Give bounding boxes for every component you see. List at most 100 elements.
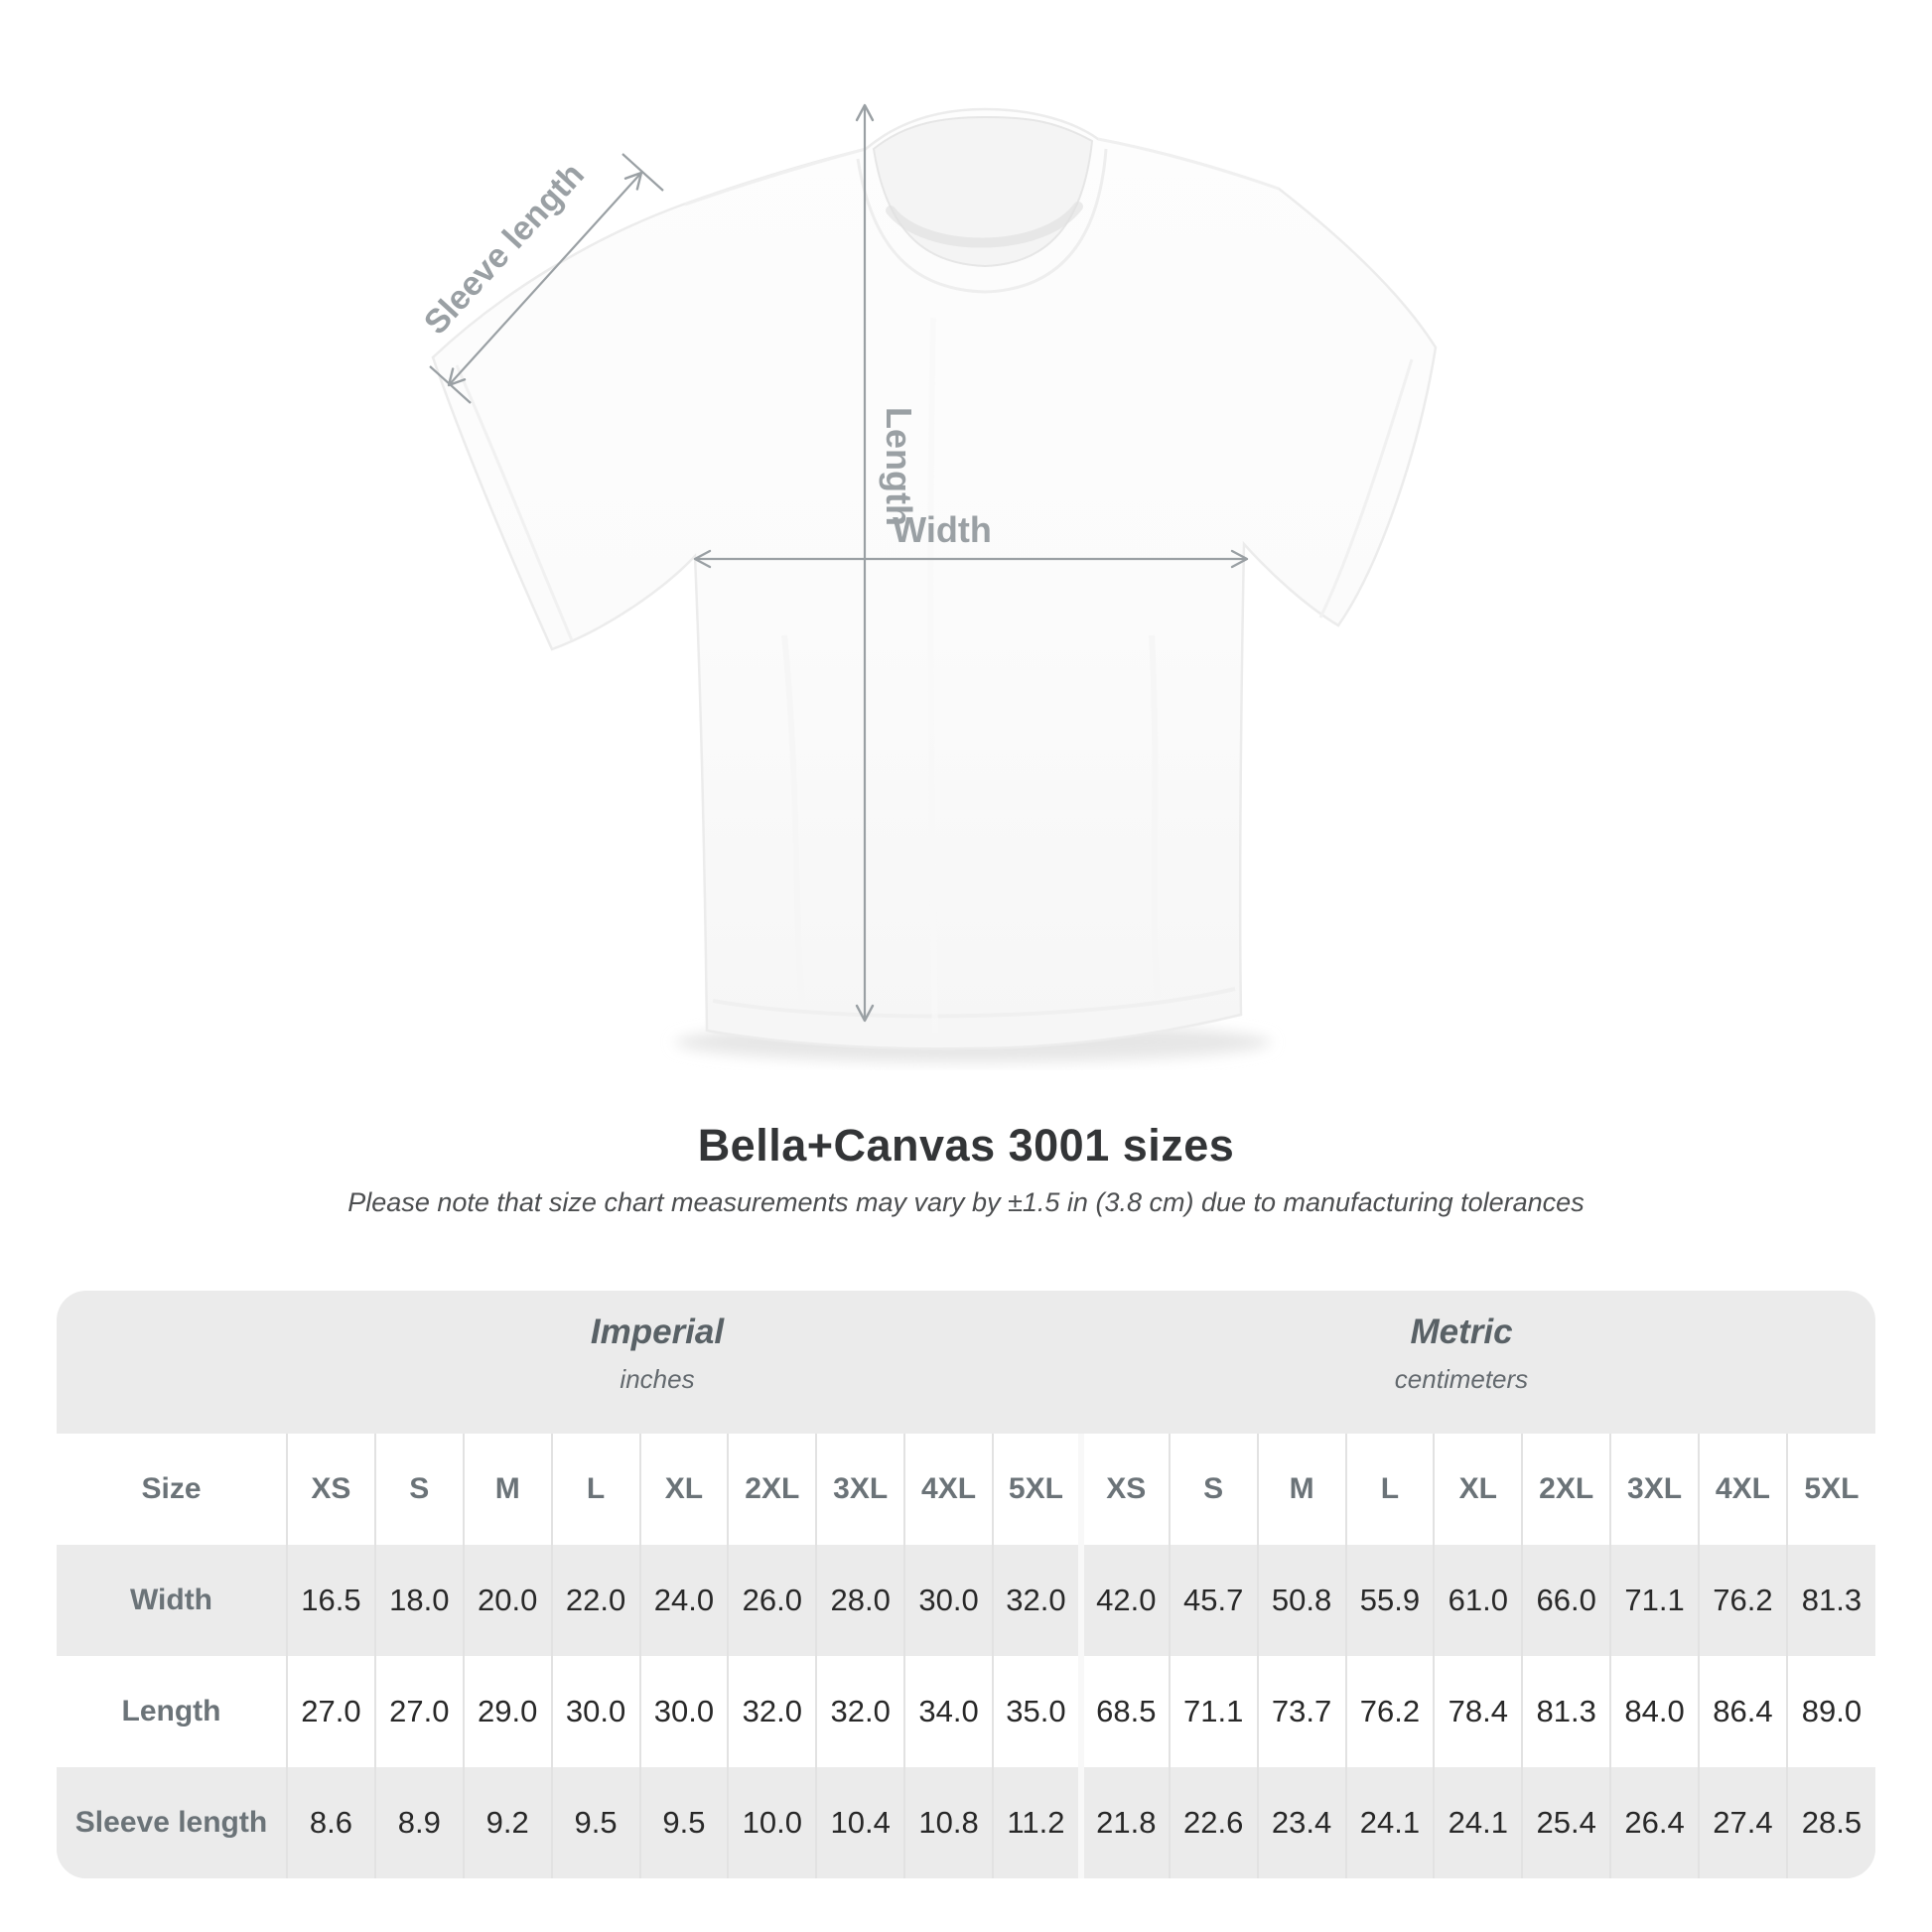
width-metric-xs: 42.0 — [1077, 1545, 1170, 1656]
metric-size-xl: XL — [1433, 1434, 1523, 1545]
width-imperial-xs: 16.5 — [286, 1545, 375, 1656]
length-metric-2xl: 81.3 — [1521, 1656, 1611, 1767]
imperial-size-xl: XL — [638, 1434, 729, 1545]
imperial-label: Imperial — [590, 1312, 725, 1351]
width-imperial-3xl: 28.0 — [815, 1545, 905, 1656]
size-table: Size XS S M L XL 2XL 3XL 4XL 5XL XS S M … — [57, 1434, 1875, 1878]
width-imperial-5xl: 32.0 — [992, 1545, 1081, 1656]
sleeve-imperial-m: 9.2 — [462, 1767, 552, 1878]
imperial-size-4xl: 4XL — [903, 1434, 993, 1545]
width-metric-5xl: 81.3 — [1785, 1545, 1875, 1656]
metric-unit: centimeters — [1394, 1364, 1529, 1394]
sleeve-metric-2xl: 25.4 — [1521, 1767, 1611, 1878]
width-metric-s: 45.7 — [1168, 1545, 1258, 1656]
imperial-size-xs: XS — [286, 1434, 375, 1545]
sleeve-length-arrow — [447, 171, 643, 387]
sleeve-metric-l: 24.1 — [1344, 1767, 1435, 1878]
metric-size-l: L — [1344, 1434, 1435, 1545]
size-column-header: Size — [141, 1472, 202, 1505]
sleeve-metric-3xl: 26.4 — [1609, 1767, 1699, 1878]
width-metric-3xl: 71.1 — [1609, 1545, 1699, 1656]
sleeve-imperial-3xl: 10.4 — [815, 1767, 905, 1878]
metric-size-4xl: 4XL — [1698, 1434, 1787, 1545]
width-imperial-2xl: 26.0 — [727, 1545, 817, 1656]
sleeve-imperial-xs: 8.6 — [286, 1767, 375, 1878]
tshirt-illustration — [431, 107, 1438, 1050]
size-table-card: Imperial inches Metric centimeters Size … — [57, 1291, 1875, 1878]
metric-size-3xl: 3XL — [1609, 1434, 1699, 1545]
sleeve-length-end-tick — [621, 153, 664, 192]
length-metric-3xl: 84.0 — [1609, 1656, 1699, 1767]
width-metric-2xl: 66.0 — [1521, 1545, 1611, 1656]
width-imperial-s: 18.0 — [373, 1545, 464, 1656]
metric-size-xs: XS — [1077, 1434, 1170, 1545]
width-row-label: Width — [129, 1584, 213, 1616]
length-imperial-m: 29.0 — [462, 1656, 552, 1767]
heading-block: Bella+Canvas 3001 sizes Please note that… — [0, 1120, 1932, 1218]
length-label: Length — [879, 407, 919, 526]
length-metric-l: 76.2 — [1344, 1656, 1435, 1767]
sleeve-row-label: Sleeve length — [74, 1806, 268, 1839]
sleeve-length-row: Sleeve length 8.6 8.9 9.2 9.5 9.5 10.0 1… — [57, 1767, 1875, 1878]
length-imperial-s: 27.0 — [373, 1656, 464, 1767]
metric-size-s: S — [1168, 1434, 1258, 1545]
imperial-size-m: M — [462, 1434, 552, 1545]
width-imperial-4xl: 30.0 — [903, 1545, 993, 1656]
sleeve-imperial-2xl: 10.0 — [727, 1767, 817, 1878]
sleeve-metric-5xl: 28.5 — [1785, 1767, 1875, 1878]
sleeve-metric-xl: 24.1 — [1433, 1767, 1523, 1878]
sleeve-metric-xs: 21.8 — [1077, 1767, 1170, 1878]
length-imperial-3xl: 32.0 — [815, 1656, 905, 1767]
width-metric-m: 50.8 — [1256, 1545, 1346, 1656]
width-imperial-l: 22.0 — [550, 1545, 640, 1656]
sleeve-metric-4xl: 27.4 — [1698, 1767, 1787, 1878]
length-metric-s: 71.1 — [1168, 1656, 1258, 1767]
imperial-size-s: S — [373, 1434, 464, 1545]
length-row: Length 27.0 27.0 29.0 30.0 30.0 32.0 32.… — [57, 1656, 1875, 1767]
page-title: Bella+Canvas 3001 sizes — [697, 1120, 1235, 1171]
tshirt-measurement-diagram: Length Width Sleeve length — [417, 103, 1438, 1062]
metric-size-5xl: 5XL — [1785, 1434, 1875, 1545]
length-row-label: Length — [121, 1695, 221, 1727]
length-imperial-4xl: 34.0 — [903, 1656, 993, 1767]
sleeve-imperial-l: 9.5 — [550, 1767, 640, 1878]
length-metric-xs: 68.5 — [1077, 1656, 1170, 1767]
length-metric-4xl: 86.4 — [1698, 1656, 1787, 1767]
sleeve-length-start-tick — [429, 365, 472, 404]
length-imperial-5xl: 35.0 — [992, 1656, 1081, 1767]
length-imperial-xs: 27.0 — [286, 1656, 375, 1767]
width-label: Width — [893, 509, 992, 550]
imperial-size-2xl: 2XL — [727, 1434, 817, 1545]
imperial-unit: inches — [620, 1364, 695, 1394]
sleeve-metric-s: 22.6 — [1168, 1767, 1258, 1878]
sleeve-metric-m: 23.4 — [1256, 1767, 1346, 1878]
width-imperial-xl: 24.0 — [638, 1545, 729, 1656]
width-metric-4xl: 76.2 — [1698, 1545, 1787, 1656]
width-metric-l: 55.9 — [1344, 1545, 1435, 1656]
width-row: Width 16.5 18.0 20.0 22.0 24.0 26.0 28.0… — [57, 1545, 1875, 1656]
unit-group-band: Imperial inches Metric centimeters — [57, 1291, 1875, 1434]
imperial-size-3xl: 3XL — [815, 1434, 905, 1545]
length-metric-5xl: 89.0 — [1785, 1656, 1875, 1767]
metric-size-2xl: 2XL — [1521, 1434, 1611, 1545]
page-subtitle: Please note that size chart measurements… — [347, 1187, 1585, 1217]
size-header-row: Size XS S M L XL 2XL 3XL 4XL 5XL XS S M … — [57, 1434, 1875, 1545]
width-metric-xl: 61.0 — [1433, 1545, 1523, 1656]
metric-size-m: M — [1256, 1434, 1346, 1545]
sleeve-imperial-s: 8.9 — [373, 1767, 464, 1878]
length-metric-m: 73.7 — [1256, 1656, 1346, 1767]
sleeve-imperial-xl: 9.5 — [638, 1767, 729, 1878]
group-header-imperial: Imperial inches — [449, 1312, 866, 1395]
group-header-metric: Metric centimeters — [1253, 1312, 1670, 1395]
sleeve-imperial-4xl: 10.8 — [903, 1767, 993, 1878]
sleeve-imperial-5xl: 11.2 — [992, 1767, 1081, 1878]
length-imperial-2xl: 32.0 — [727, 1656, 817, 1767]
width-imperial-m: 20.0 — [462, 1545, 552, 1656]
length-imperial-l: 30.0 — [550, 1656, 640, 1767]
imperial-size-l: L — [550, 1434, 640, 1545]
metric-label: Metric — [1410, 1312, 1513, 1351]
length-imperial-xl: 30.0 — [638, 1656, 729, 1767]
length-metric-xl: 78.4 — [1433, 1656, 1523, 1767]
imperial-size-5xl: 5XL — [992, 1434, 1081, 1545]
